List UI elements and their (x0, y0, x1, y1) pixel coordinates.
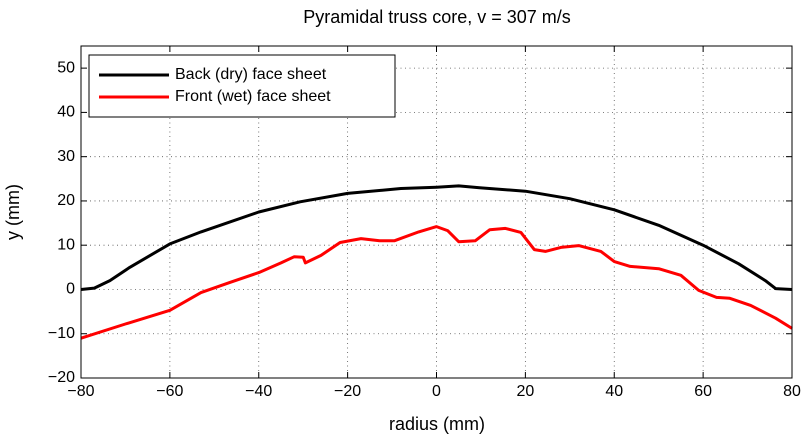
x-tick-label: 80 (783, 383, 801, 400)
y-tick-label: 40 (57, 104, 75, 121)
chart-title: Pyramidal truss core, v = 307 m/s (303, 7, 571, 27)
x-tick-label: 40 (605, 383, 623, 400)
x-tick-label: −60 (156, 383, 183, 400)
y-tick-label: 0 (66, 281, 75, 298)
x-tick-label: 60 (694, 383, 712, 400)
y-tick-label: −10 (48, 325, 75, 342)
x-tick-label: 0 (432, 383, 441, 400)
y-axis-label: y (mm) (3, 184, 23, 240)
legend-box (88, 54, 396, 118)
legend-label: Front (wet) face sheet (175, 88, 331, 105)
plot-frame (80, 45, 793, 379)
legend-label: Back (dry) face sheet (175, 66, 327, 83)
line-series (80, 184, 793, 291)
y-tick-label: 20 (57, 192, 75, 209)
x-tick-label: 20 (516, 383, 534, 400)
x-axis-label: radius (mm) (389, 414, 485, 434)
line-series (80, 225, 793, 340)
y-tick-label: 10 (57, 236, 75, 253)
x-tick-label: −40 (245, 383, 272, 400)
y-tick-label: −20 (48, 369, 75, 386)
y-tick-label: 30 (57, 148, 75, 165)
y-tick-label: 50 (57, 59, 75, 76)
x-tick-label: −80 (67, 383, 94, 400)
x-tick-label: −20 (334, 383, 361, 400)
